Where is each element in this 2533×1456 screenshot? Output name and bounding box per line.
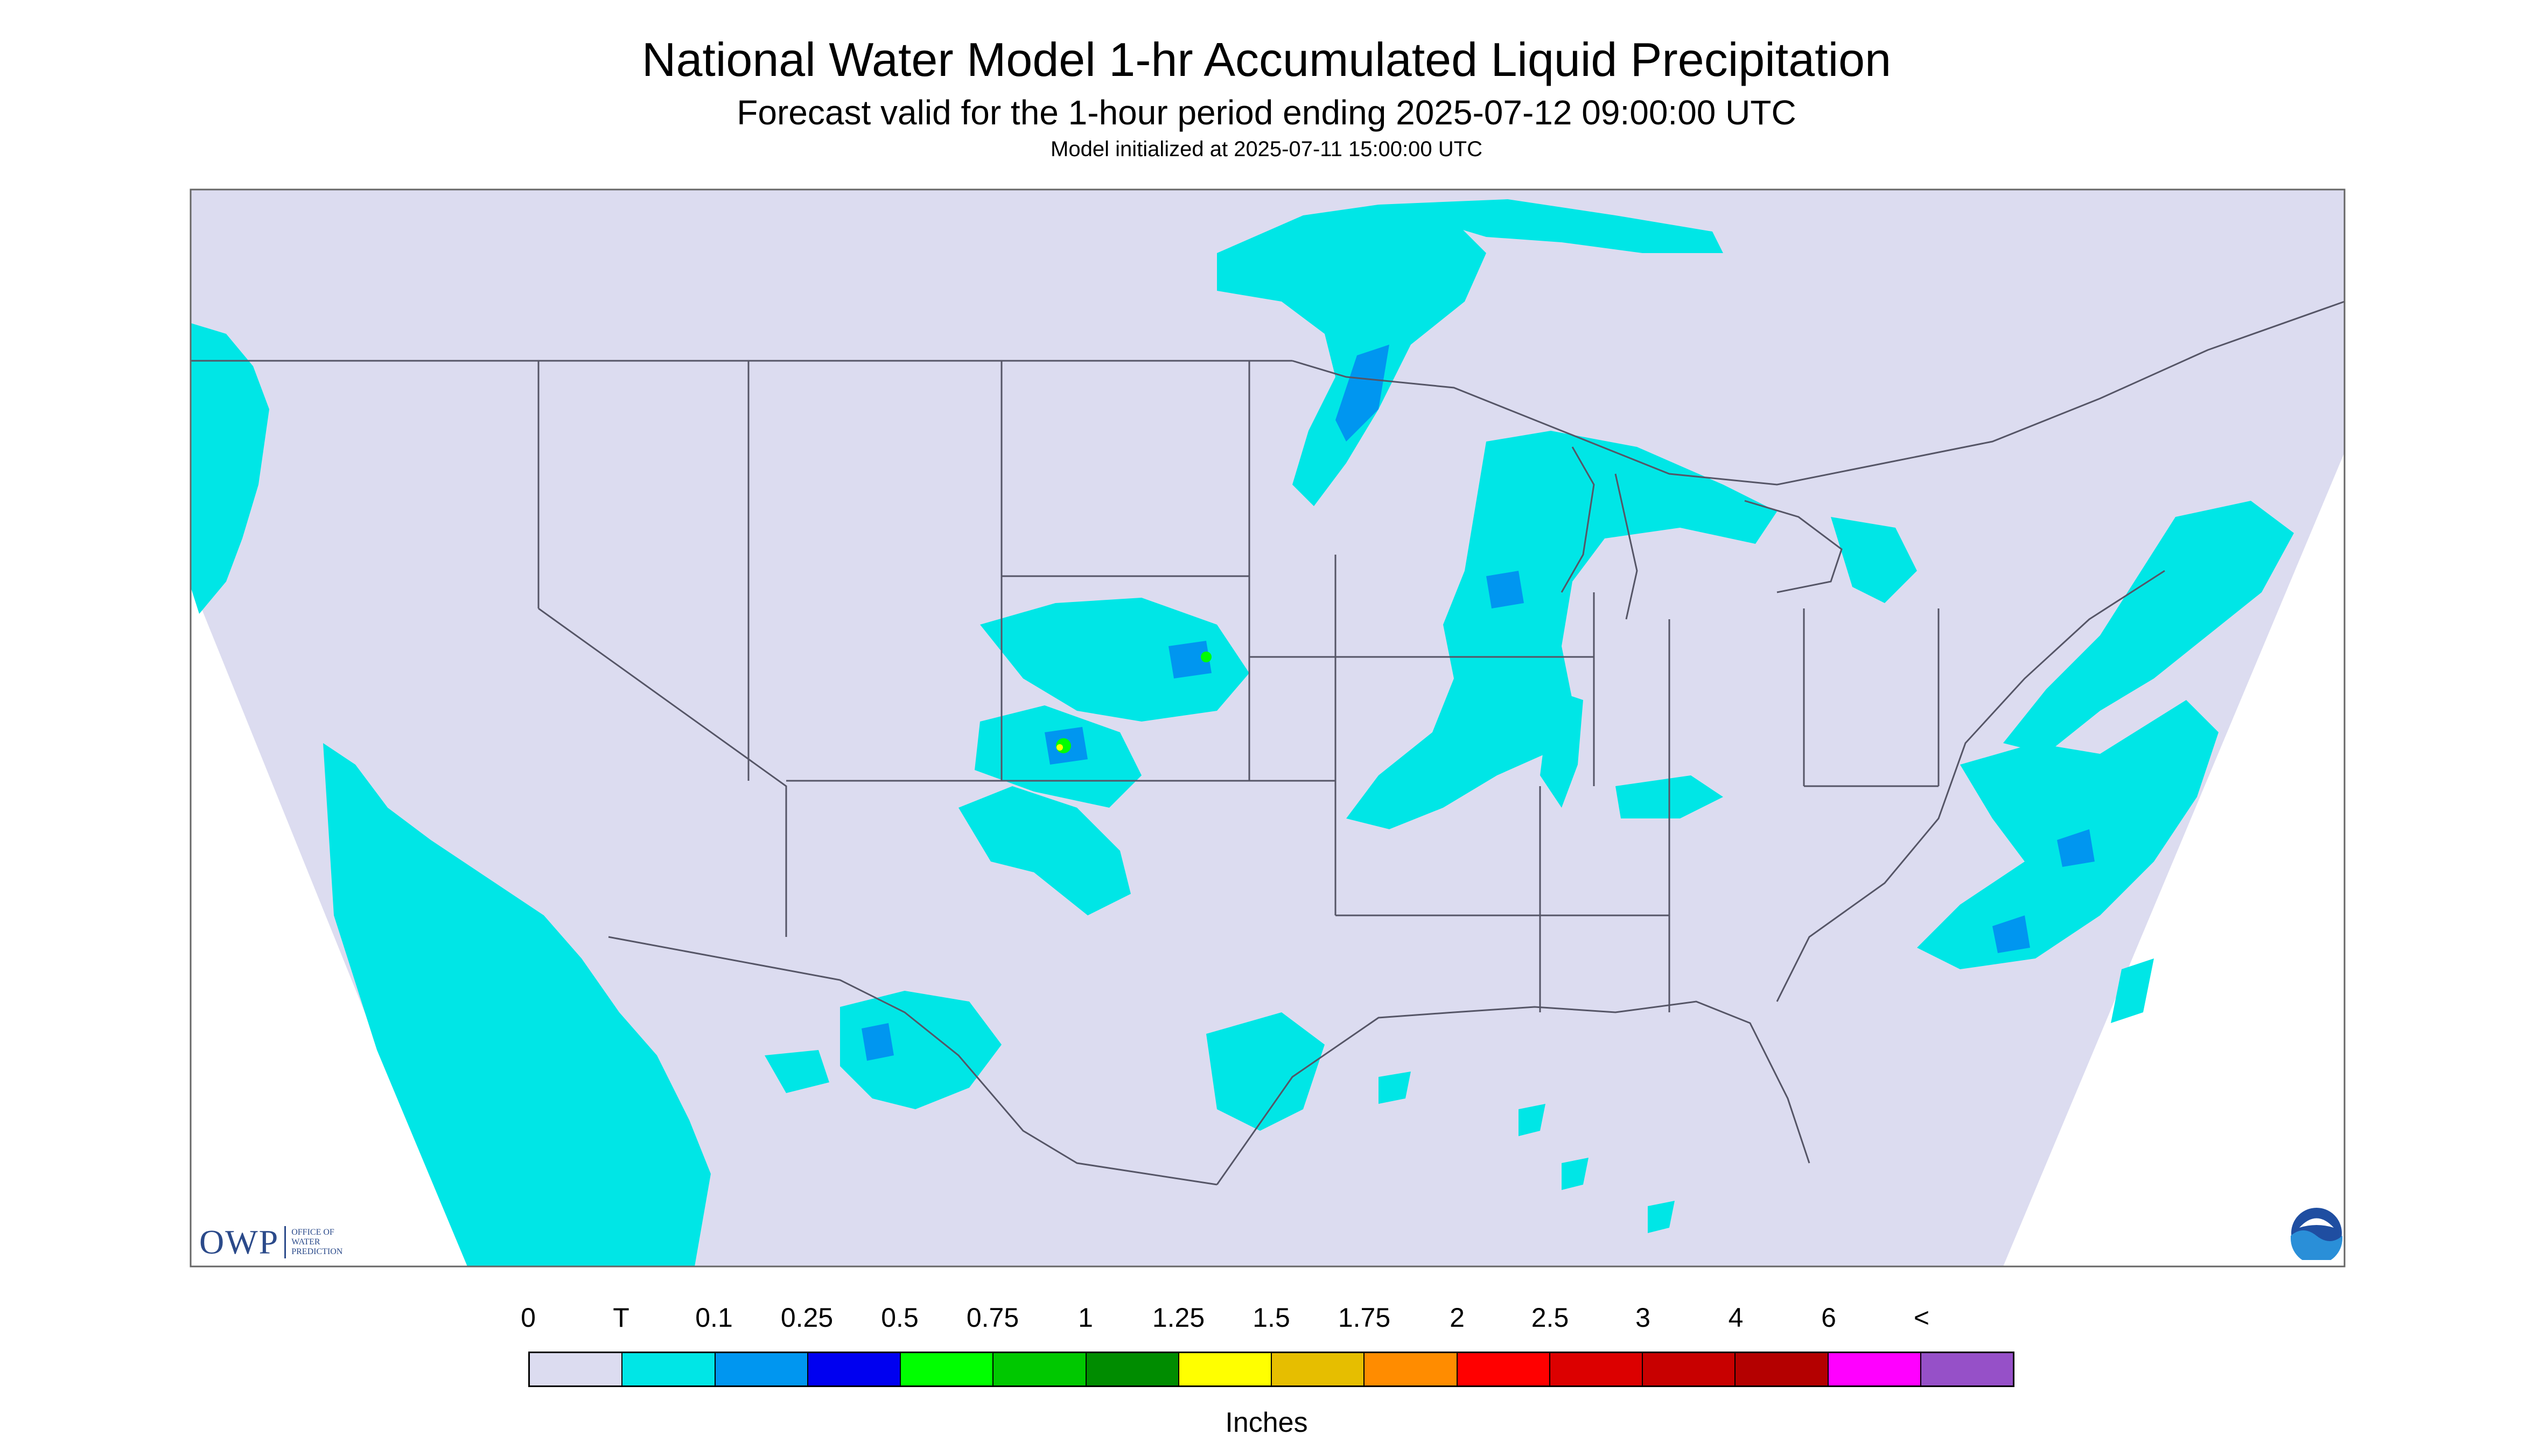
legend-labels: 0 T 0.1 0.25 0.5 0.75 1 1.25 1.5 1.75 2 2.5 3 4 6 < [0,1302,2533,1340]
precip-cell-yellow [1056,744,1063,751]
legend-label: 1.5 [1252,1303,1290,1333]
legend-swatch [1828,1353,1921,1385]
precip-cell-green [1201,652,1212,662]
precip-texas-panhandle [958,786,1131,915]
owp-logo-mark: OWP [199,1223,279,1261]
intense-precipitation [1056,744,1063,751]
map-title: National Water Model 1-hr Accumulated Li… [641,33,1892,86]
precip-upper-midwest [1217,205,1486,506]
legend-swatch [622,1353,716,1385]
legend-swatch [1179,1353,1272,1385]
precip-great-lakes [1346,431,1777,829]
map-domain [191,190,2345,1266]
legend-swatch [715,1353,808,1385]
legend-label: 2.5 [1531,1303,1569,1333]
legend-units: Inches [1225,1407,1308,1438]
gulf-coast [1216,1000,1810,1185]
state-lines [537,361,1940,1012]
precip-ontario-east [1831,517,1917,603]
legend-label: < [1913,1303,1930,1333]
legend-swatch [901,1353,994,1385]
owp-logo-text: OFFICE OF WATER PREDICTION [291,1228,342,1257]
precip-gulf-cell [1562,1158,1589,1190]
legend-swatch [530,1353,623,1385]
legend-label: 3 [1635,1303,1650,1333]
owp-logo-line: OFFICE OF [291,1228,334,1237]
precip-kansas [980,598,1249,722]
legend-label: 1 [1078,1303,1093,1333]
legend-label: 0.1 [695,1303,733,1333]
precip-atlantic-south [2111,958,2154,1023]
legend-swatch [993,1353,1087,1385]
precip-illinois [1540,689,1583,808]
precip-pacific-sw [323,743,711,1266]
us-mexico-border [608,936,1217,1186]
precipitation-areas [191,199,2294,1266]
precip-atlantic [1917,700,2219,969]
precip-gulf-cell [1519,1104,1545,1136]
precip-cell-blue [1168,641,1212,678]
noaa-logo-icon [2290,1207,2343,1260]
boundaries [191,300,2345,1186]
legend-label: 0.25 [780,1303,834,1333]
owp-logo-line: PREDICTION [291,1247,343,1256]
precip-gulf-cell [1379,1072,1411,1104]
precip-mexico-north [765,1050,829,1093]
legend-label: 0 [521,1303,536,1333]
legend-swatch [1457,1353,1550,1385]
legend-swatch [1550,1353,1643,1385]
precip-cell-blue [862,1023,894,1061]
precip-texas-coast [1206,1012,1325,1131]
legend-label: T [613,1303,629,1333]
precip-cell-blue [1992,915,2030,953]
great-lakes-shoreline [1561,446,1843,620]
owp-logo-divider [284,1226,286,1258]
legend-swatch [808,1353,901,1385]
legend-swatch [1086,1353,1179,1385]
owp-logo-line: WATER [291,1237,320,1247]
legend-label: 0.75 [966,1303,1019,1333]
precip-cell-blue [1486,571,1524,608]
precip-pacific-nw [191,323,269,614]
legend-swatch [1736,1353,1829,1385]
precip-cell-blue [1335,345,1389,442]
legend-color-bar [528,1352,2014,1387]
legend-swatch [1272,1353,1365,1385]
legend-label: 2 [1450,1303,1465,1333]
heavier-precipitation [862,345,2095,1061]
us-canada-border [191,300,2345,486]
precip-northeast [2003,501,2294,754]
owp-logo: OWP OFFICE OF WATER PREDICTION [199,1222,342,1262]
precip-cell-blue [2057,829,2095,867]
legend-swatch [1921,1353,2013,1385]
legend-swatch [1643,1353,1736,1385]
legend-swatch [1365,1353,1458,1385]
east-coast [1776,570,2165,1002]
legend-label: 0.5 [881,1303,919,1333]
model-init-text: Model initialized at 2025-07-11 15:00:00… [1051,137,1482,161]
map-border [190,188,2346,1268]
precip-ontario [1379,199,1723,253]
precip-gulf-cell [1648,1201,1675,1233]
legend-label: 1.25 [1152,1303,1205,1333]
map-subtitle: Forecast valid for the 1-hour period end… [737,93,1796,132]
legend-label: 6 [1821,1303,1836,1333]
precip-sw-texas [840,991,1002,1109]
legend-label: 4 [1728,1303,1744,1333]
legend-label: 1.75 [1338,1303,1391,1333]
